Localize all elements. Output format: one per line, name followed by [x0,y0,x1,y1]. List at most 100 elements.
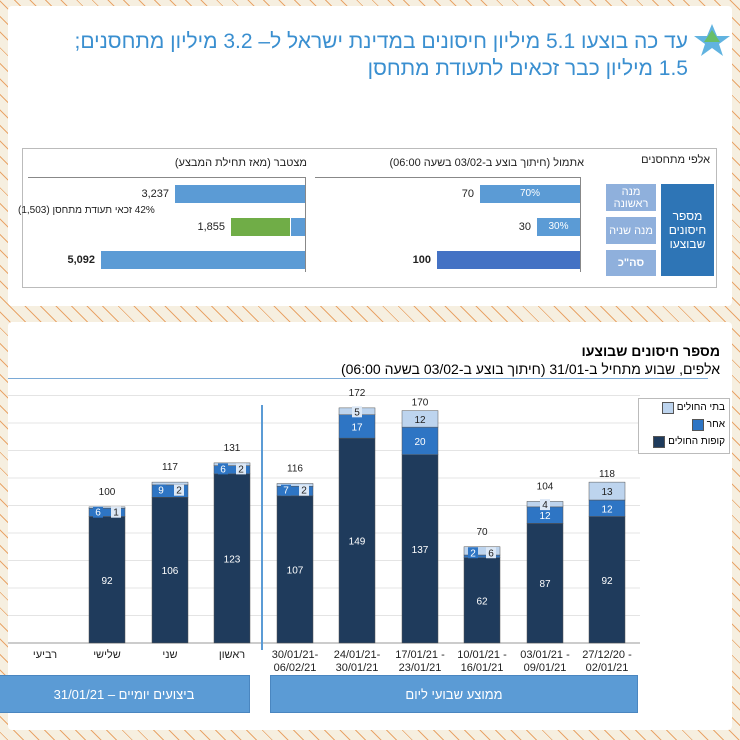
legend-label: קופות החולים [668,436,725,447]
total-label: 116 [287,464,303,475]
data-label-bg [352,406,362,418]
bar-segment-hospitals [588,481,626,501]
data-label: 137 [412,545,429,556]
total-label: 170 [412,398,429,409]
legend-item: בתי החולים [639,399,729,416]
x-tick-label: 30/01/21 [336,662,379,674]
legend-label: אחר [706,419,725,430]
x-tick-label: 16/01/21 [461,662,504,674]
x-tick-label: 02/01/21 [586,662,629,674]
ministry-logo [694,24,730,56]
yesterday-bar: 70% [480,185,580,203]
x-tick-label: 23/01/21 [399,662,442,674]
data-label-bg [174,484,184,496]
data-label: 92 [601,576,613,587]
legend-swatch [653,435,666,448]
data-label: 1 [113,508,119,519]
x-tick-label: 06/02/21 [274,662,317,674]
yesterday-title: אתמול (חיתוך בוצע ב-03/02 בשעה 06:00) [389,157,585,169]
data-label-bg [156,484,166,496]
bar-segment-hospitals [401,410,439,428]
row-label-second-dose: מנה שניה [606,217,656,244]
yesterday-bar [437,251,580,269]
data-label-bg [111,506,121,518]
cumulative-bar [175,185,305,203]
bar-segment-hospitals [151,481,189,486]
units-label: אלפי מתחסנים [641,154,710,166]
legend-item: אחר [639,416,729,433]
bar-segment-kupot [213,473,251,644]
data-label: 92 [101,576,113,587]
data-label: 2 [238,464,244,475]
data-label-bg [486,547,496,559]
axis [580,177,581,272]
data-label: 87 [539,579,551,590]
title-rule [8,378,708,379]
row-label-total: סה"כ [606,250,656,276]
data-label: 149 [349,537,366,548]
data-label: 12 [414,415,426,426]
data-label-bg [93,506,103,518]
x-tick-label: 03/01/21 - [520,649,570,661]
total-label: 131 [224,443,241,454]
legend-item: קופות החולים [639,433,729,450]
x-tick-label: 17/01/21 - [395,649,445,661]
yesterday-bar: 30% [537,218,580,236]
bar-segment-hospitals [276,483,314,487]
x-tick-label: 24/01/21- [334,649,381,661]
bar-segment-kupot [338,437,376,644]
data-label: 62 [476,596,488,607]
row-label-first-dose: מנה ראשונה [606,184,656,211]
data-label-bg [468,547,478,559]
data-label-bg [299,484,309,496]
data-label: 6 [488,548,494,559]
axis [305,177,306,272]
title-line-2: 1.5 מיליון כבר זכאים לתעודת מתחסן [367,57,688,80]
yesterday-value: 100 [412,254,431,266]
data-label: 2 [470,548,476,559]
bar-segment-hospitals [88,506,126,509]
bar-segment-kupot [463,557,501,644]
x-tick-label: שני [162,649,177,661]
yesterday-value: 30 [518,221,531,233]
cumulative-value: 1,855 [197,221,225,233]
data-label: 6 [220,464,226,475]
chart-subtitle: אלפים, שבוע מתחיל ב-31/01 (חיתוך בוצע ב-… [340,361,720,377]
x-tick-label: 09/01/21 [524,662,567,674]
total-label: 117 [162,462,178,473]
summary-table [22,148,717,288]
data-label: 6 [95,508,101,519]
legend-label: בתי החולים [676,402,725,413]
data-label: 2 [176,486,182,497]
data-label-bg [281,484,291,496]
x-tick-label: שלישי [93,648,121,661]
bar-segment-hospitals [213,462,251,466]
data-label: 17 [351,422,363,433]
x-tick-label: ראשון [219,649,245,661]
x-tick-label: 30/01/21- [272,649,319,661]
yesterday-value: 70 [461,188,474,200]
bar-segment-kupot [588,516,626,644]
title-line-1: עד כה בוצעו 5.1 מיליון חיסונים במדינת יש… [74,30,688,53]
total-label: 100 [99,487,116,498]
cumulative-value: 5,092 [67,254,95,266]
data-label: 7 [283,486,289,497]
data-label: 9 [158,486,164,497]
bar-segment-kupot [401,454,439,644]
data-label: 12 [539,511,551,522]
data-label: 107 [287,565,304,576]
bar-segment-kupot [88,516,126,644]
x-tick-label: רביעי [33,649,57,661]
row-header: מספר חיסונים שבוצעו [661,184,714,276]
total-label: 172 [349,388,366,399]
cumulative-title: מצטבר (מאז תחילת המבצע) [174,157,307,169]
daily-banner: ביצועים יומיים – 31/01/21 [0,675,250,713]
weekly-banner: ממוצע שבועי ליום [270,675,638,713]
x-tick-label: 27/12/20 - [582,649,632,661]
certificate-label: 42% זכאי תעודת מתחסן (1,503) [18,205,155,216]
divider [315,177,580,178]
chart-title: מספר חיסונים שבוצעו [581,343,720,359]
data-label: 123 [224,554,241,565]
x-tick-label: 10/01/21 - [457,649,507,661]
bar-segment-kupot [276,495,314,644]
